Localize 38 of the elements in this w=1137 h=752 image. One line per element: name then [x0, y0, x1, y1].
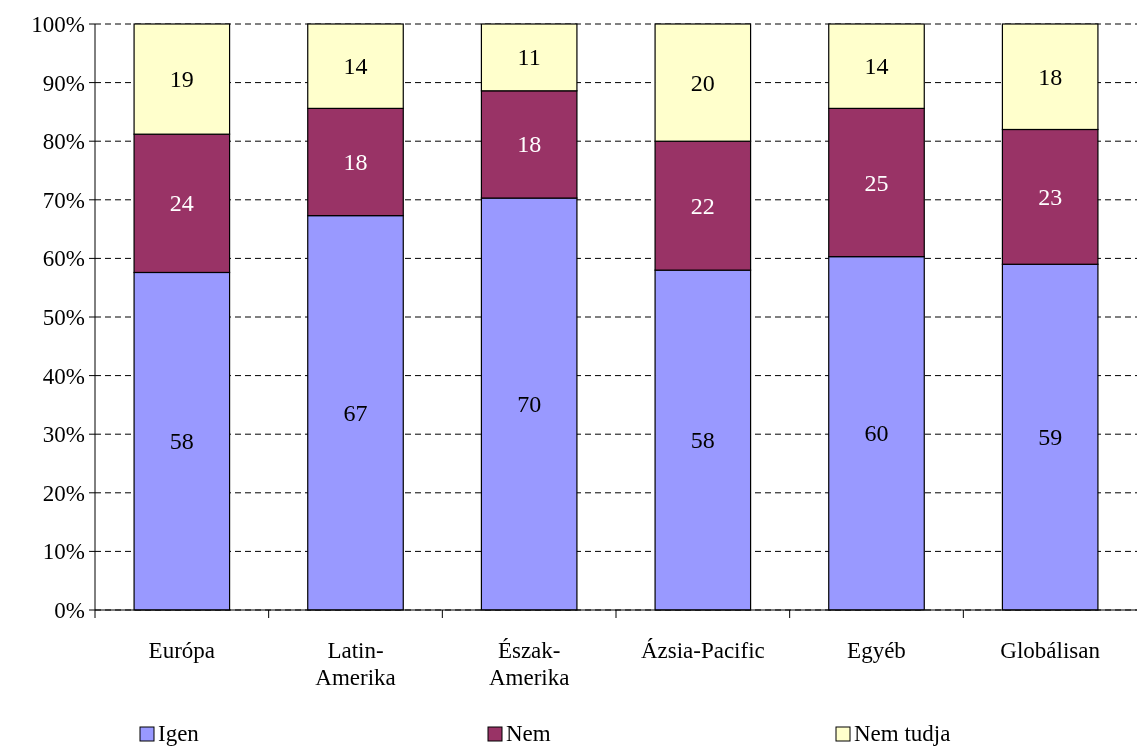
- x-tick-label: Ázsia-Pacific: [640, 638, 765, 663]
- x-tick-label: Európa: [148, 638, 216, 663]
- x-tick-label: Észak- Amerika: [488, 638, 570, 690]
- y-tick-label: 10%: [42, 539, 85, 565]
- data-label: 70: [517, 391, 542, 418]
- x-tick-label: Egyéb: [847, 638, 906, 663]
- y-tick-label: 0%: [54, 598, 85, 623]
- y-tick-label: 100%: [31, 12, 85, 37]
- y-tick-label: 40%: [42, 363, 85, 389]
- data-label: 19: [169, 66, 194, 93]
- data-label: 58: [690, 427, 715, 454]
- y-tick-label: 90%: [42, 70, 85, 96]
- data-label: 18: [1038, 63, 1063, 90]
- data-label: 25: [864, 169, 889, 196]
- data-label: 20: [690, 69, 715, 96]
- legend-label: Nem: [506, 721, 551, 746]
- data-label: 60: [864, 420, 889, 447]
- y-tick-label: 30%: [42, 422, 85, 448]
- data-label: 18: [517, 131, 542, 158]
- data-label: 11: [517, 44, 541, 71]
- x-tick-label: Latin- Amerika: [315, 638, 396, 690]
- data-label: 18: [343, 149, 368, 175]
- y-tick-label: 80%: [42, 129, 85, 155]
- y-tick-label: 60%: [42, 246, 85, 272]
- data-label: 14: [343, 53, 368, 80]
- y-tick-label: 20%: [42, 480, 85, 506]
- x-tick-label: Globálisan: [1000, 638, 1101, 663]
- data-label: 58: [169, 428, 194, 455]
- data-label: 14: [864, 53, 889, 80]
- data-label: 67: [343, 399, 368, 426]
- legend-label: Nem tudja: [854, 721, 951, 746]
- y-tick-label: 50%: [42, 305, 85, 330]
- legend-label: Igen: [158, 721, 200, 746]
- data-label: 22: [690, 192, 715, 219]
- data-label: 59: [1038, 424, 1063, 451]
- data-label: 23: [1038, 183, 1063, 210]
- y-tick-label: 70%: [42, 187, 85, 213]
- data-label: 24: [169, 190, 194, 217]
